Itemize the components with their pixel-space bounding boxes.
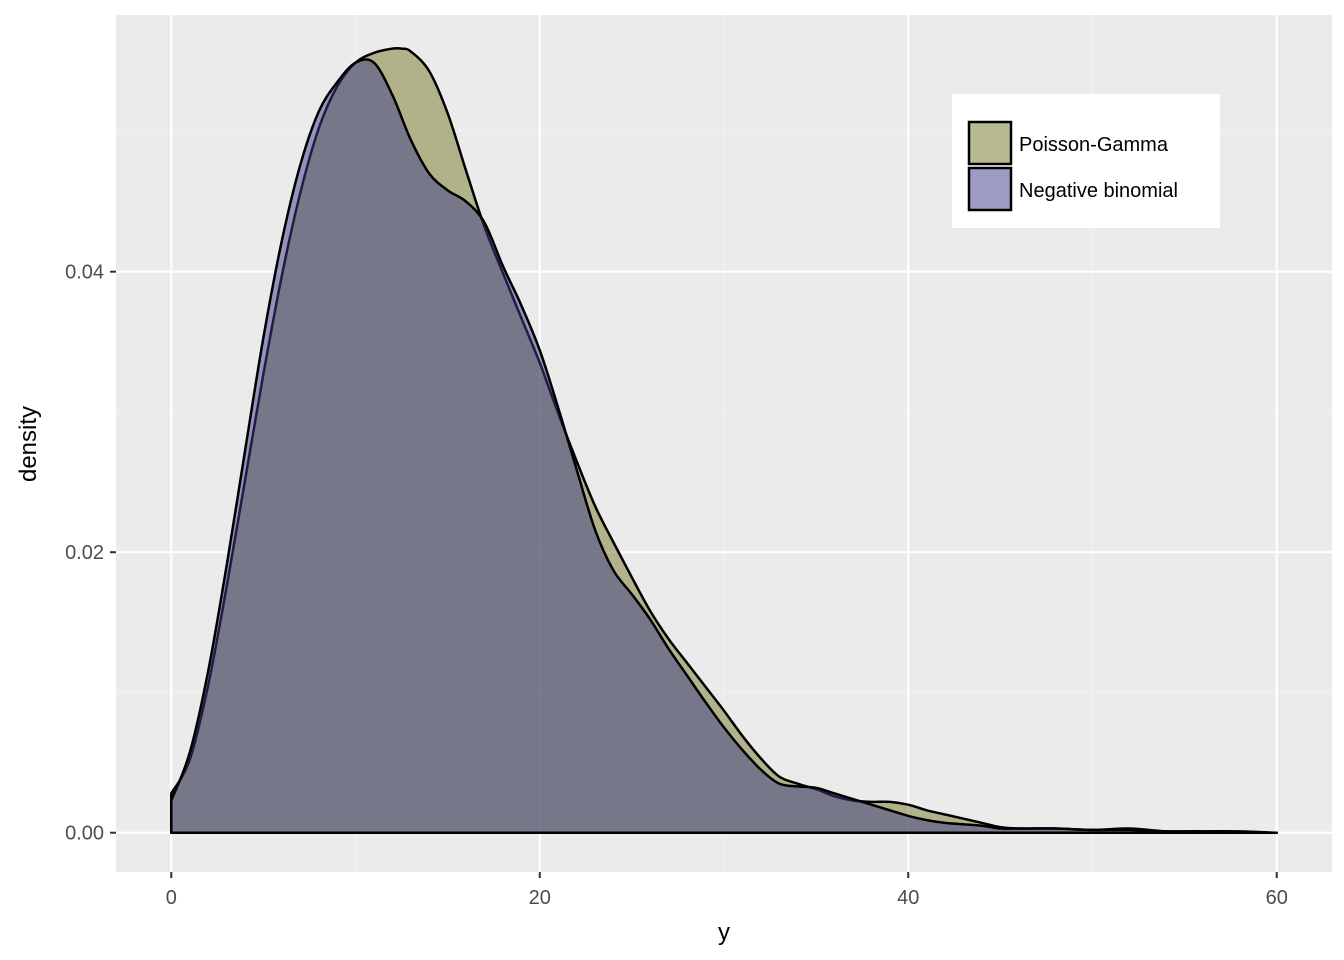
legend-key-negative-binomial [967,166,1013,212]
legend-label-poisson-gamma: Poisson-Gamma [1019,134,1169,156]
y-tick-label: 0.04 [65,262,104,284]
x-axis-title: y [718,919,730,946]
x-tick-label: 60 [1266,887,1288,909]
negative-binomial-density-area [170,58,1278,834]
y-tick-label: 0.00 [65,823,104,845]
density-areas [170,46,1278,834]
x-tick-label: 40 [897,887,919,909]
legend: Poisson-Gamma Negative binomial [952,94,1220,228]
y-tick-label: 0.02 [65,542,104,564]
axes: 0 20 40 60 0.00 0.02 0.04 [65,262,1288,909]
legend-key-poisson-gamma [967,120,1013,166]
x-tick-label: 20 [529,887,551,909]
y-axis-title: density [15,406,42,482]
legend-label-negative-binomial: Negative binomial [1019,180,1178,202]
x-tick-label: 0 [166,887,177,909]
